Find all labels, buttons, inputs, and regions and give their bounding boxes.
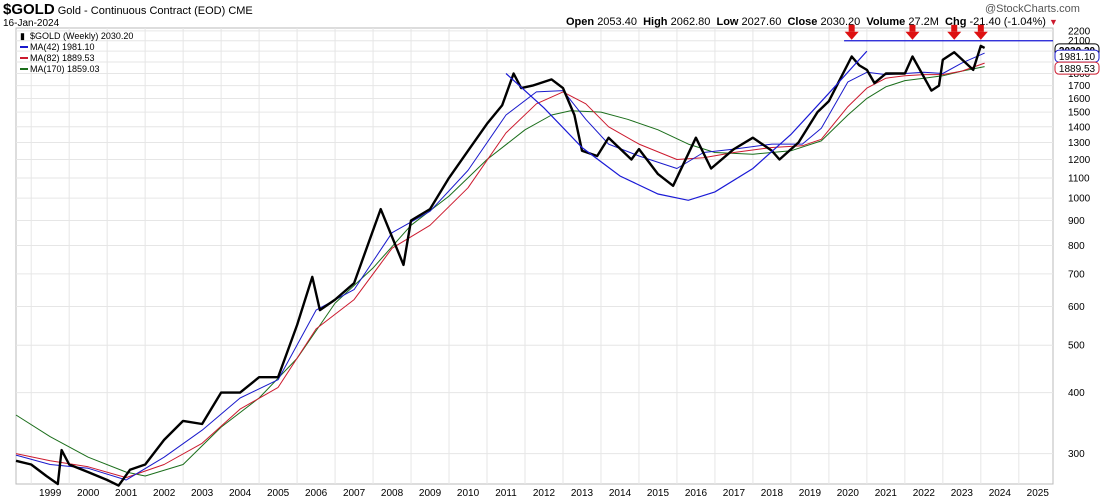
x-tick-label: 2002 (153, 488, 176, 499)
plot-frame (15, 27, 1054, 485)
x-tick-label: 2022 (913, 488, 936, 499)
y-tick-label: 1600 (1068, 94, 1091, 105)
x-tick-label: 1999 (39, 488, 62, 499)
x-tick-label: 2017 (723, 488, 746, 499)
series-ma82-line (15, 62, 985, 479)
volume-label: Volume (866, 16, 906, 28)
chg-label: Chg (945, 16, 967, 28)
y-tick-label: 300 (1068, 449, 1085, 460)
down-arrow-icon (905, 24, 920, 40)
x-tick-label: 2003 (191, 488, 214, 499)
y-tick-label: 1100 (1068, 173, 1090, 184)
axis-label-layer: 300 400 500 600 700 800 900 1000 1100 1200 1300 140… (39, 26, 1100, 499)
chg-down-icon: ▼ (1049, 17, 1058, 27)
y-tick-label: 800 (1068, 241, 1085, 252)
instrument-name: Gold - Continuous Contract (EOD) (57, 5, 226, 17)
y-tick-label: 1200 (1068, 155, 1091, 166)
down-arrow-icon (973, 24, 988, 40)
chart-header: $GOLD Gold - Continuous Contract (EOD) C… (3, 1, 253, 18)
series-ma170-line (15, 66, 985, 477)
y-tick-label: 900 (1068, 216, 1085, 227)
symbol-title: $GOLD (3, 1, 55, 18)
x-tick-label: 2020 (837, 488, 860, 499)
annotation-layer (505, 24, 1053, 201)
down-arrow-icon (947, 24, 962, 40)
legend-entry-ma82: MA(82) 1889.53 (30, 53, 95, 63)
y-tick-label: 2100 (1068, 36, 1091, 47)
x-tick-label: 2008 (381, 488, 404, 499)
x-tick-label: 2009 (419, 488, 442, 499)
y-tick-label: 1300 (1068, 138, 1091, 149)
x-tick-label: 2014 (609, 488, 632, 499)
y-tick-label: 1400 (1068, 122, 1091, 133)
x-tick-label: 2018 (761, 488, 784, 499)
legend-entry-ma170: MA(170) 1859.03 (30, 64, 100, 74)
y-tick-label: 500 (1068, 341, 1085, 352)
high-value: 2062.80 (670, 16, 711, 28)
y-tick-label: 2200 (1068, 26, 1091, 37)
x-tick-label: 2007 (343, 488, 366, 499)
x-tick-label: 2012 (533, 488, 556, 499)
x-tick-label: 2013 (571, 488, 594, 499)
y-tick-label: 1700 (1068, 81, 1091, 92)
x-tick-label: 2005 (267, 488, 290, 499)
x-tick-label: 2006 (305, 488, 328, 499)
x-tick-label: 2011 (495, 488, 517, 499)
last-value-label: 1981.10 (1059, 52, 1096, 63)
chart-date: 16-Jan-2024 (3, 18, 60, 29)
y-tick-label: 400 (1068, 388, 1085, 399)
volume-value: 27.2M (908, 16, 939, 28)
x-tick-label: 2010 (457, 488, 480, 499)
legend-marker: ▮ (20, 31, 25, 41)
x-tick-label: 2001 (115, 488, 138, 499)
y-tick-label: 1500 (1068, 108, 1091, 119)
series-layer (15, 44, 986, 487)
exchange-label: CME (228, 5, 253, 17)
legend-entry-price: $GOLD (Weekly) 2030.20 (30, 31, 133, 41)
cup-curve (505, 50, 868, 201)
x-tick-label: 2004 (229, 488, 252, 499)
x-tick-label: 2019 (799, 488, 822, 499)
x-tick-label: 2025 (1027, 488, 1050, 499)
brand-watermark: @StockCharts.com (985, 3, 1080, 15)
x-tick-label: 2015 (647, 488, 670, 499)
open-label: Open (566, 16, 595, 28)
series-ma42-line (15, 52, 985, 481)
x-tick-label: 2000 (77, 488, 100, 499)
y-tick-label: 700 (1068, 269, 1085, 280)
grid-layer (15, 27, 1054, 485)
y-tick-label: 600 (1068, 302, 1085, 313)
legend-entry-ma42: MA(42) 1981.10 (30, 42, 95, 52)
low-value: 2027.60 (741, 16, 782, 28)
down-arrow-icon (844, 24, 859, 40)
last-value-box (1054, 61, 1100, 75)
x-tick-label: 2016 (685, 488, 708, 499)
low-label: Low (716, 16, 739, 28)
y-tick-label: 1000 (1068, 194, 1091, 205)
chg-value: -21.40 (-1.04%) (969, 16, 1046, 28)
ohlc-readout: Open 2053.40 High 2062.80 Low 2027.60 Cl… (566, 16, 1058, 28)
high-label: High (643, 16, 668, 28)
x-tick-label: 2021 (875, 488, 898, 499)
last-value-label: 1889.53 (1059, 64, 1096, 75)
series-price-line (15, 44, 986, 487)
x-tick-label: 2023 (951, 488, 974, 499)
x-tick-label: 2024 (989, 488, 1012, 499)
close-label: Close (787, 16, 818, 28)
open-value: 2053.40 (597, 16, 637, 28)
